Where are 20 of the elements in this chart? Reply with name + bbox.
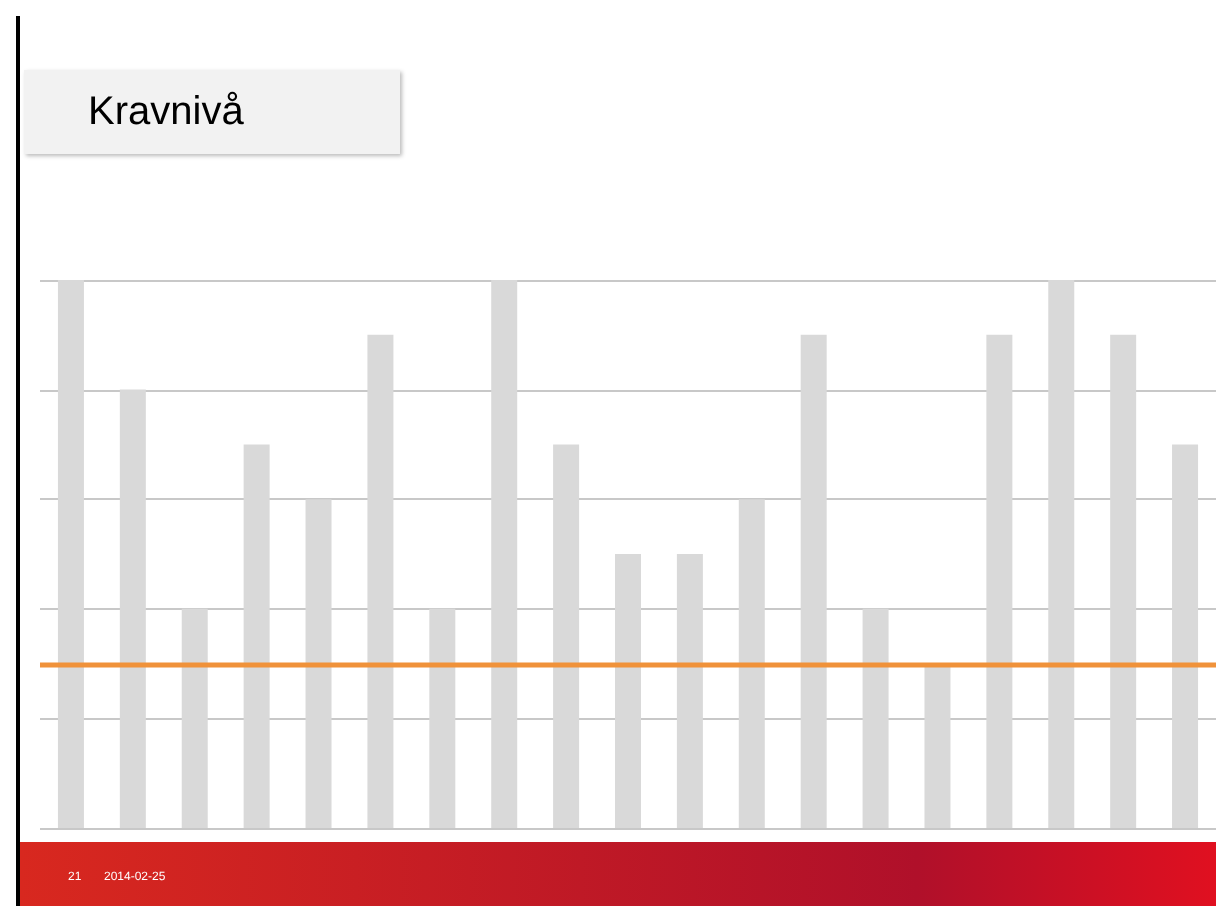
bar — [553, 444, 580, 828]
bar — [800, 334, 827, 828]
bar — [57, 280, 84, 828]
bar — [738, 499, 765, 828]
bar — [676, 554, 703, 828]
bar — [986, 334, 1013, 828]
bar — [367, 334, 394, 828]
bar — [1110, 334, 1137, 828]
bar — [615, 554, 641, 828]
bar — [119, 389, 146, 828]
bar — [491, 280, 518, 828]
bar — [429, 608, 456, 828]
bar — [862, 608, 889, 828]
bar — [243, 444, 270, 828]
bar — [1048, 280, 1075, 828]
bar — [924, 663, 951, 828]
bar — [181, 608, 208, 828]
chart-title: Kravnivå — [24, 70, 400, 154]
bar — [305, 499, 332, 828]
bar — [1172, 444, 1199, 828]
